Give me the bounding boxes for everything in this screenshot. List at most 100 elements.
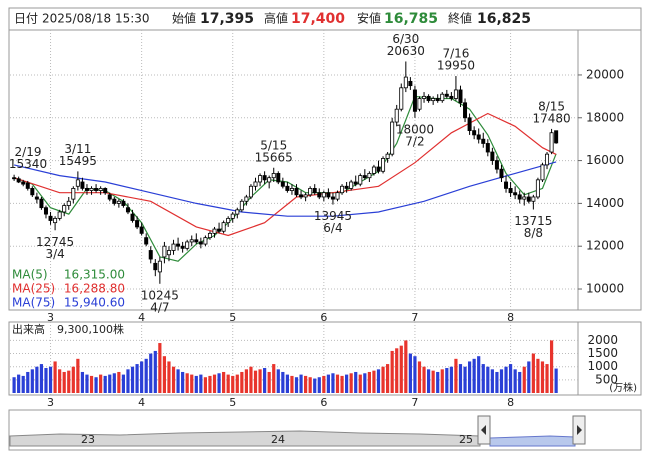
open-value: 17,395 (200, 11, 254, 27)
volume-bar (276, 369, 280, 393)
candle-body (107, 194, 112, 200)
volume-bar (508, 364, 513, 393)
ma-line (13, 112, 557, 237)
annotation-value: 17480 (532, 111, 570, 125)
volume-bar (67, 370, 71, 393)
navigator-area (9, 430, 481, 447)
candle-body (399, 87, 404, 110)
volume-bar (267, 371, 271, 393)
candle-body (540, 164, 545, 181)
candle-body (440, 93, 445, 102)
volume-bar (144, 358, 148, 393)
candle-body (545, 153, 550, 166)
candle-body (435, 98, 440, 102)
volume-bar (317, 377, 321, 393)
volume-bar (522, 366, 526, 393)
x-tick-label: 6 (320, 311, 327, 324)
volume-bar (404, 340, 408, 393)
candle-body (230, 213, 235, 219)
candle-body (153, 262, 158, 271)
volume-bar (426, 369, 431, 393)
volume-bar (76, 358, 80, 393)
annotation-value: 15665 (255, 150, 293, 164)
candle-body (98, 188, 103, 191)
legend-value: 16,315.00 (64, 268, 125, 282)
candle-body (71, 188, 76, 200)
volume-bar (135, 364, 139, 393)
navigator[interactable]: 23 24 25 (8, 409, 642, 451)
x-tick-label: 4 (138, 396, 145, 409)
x-tick-label: 7 (411, 311, 418, 324)
x-tick-label: 6 (320, 396, 327, 409)
volume-bar (158, 343, 162, 393)
candle-body (53, 217, 58, 224)
candle-body (185, 241, 190, 249)
volume-bar (244, 369, 249, 393)
volume-bar (294, 377, 299, 393)
legend-value: 16,288.80 (64, 282, 125, 296)
candle-body (94, 188, 99, 191)
candle-body (84, 188, 89, 191)
volume-bar (39, 364, 44, 393)
annotation-value: 20630 (387, 44, 425, 58)
volume-bar (212, 374, 217, 393)
volume-bar (194, 375, 198, 393)
annotation-date: 3/4 (45, 247, 64, 261)
candle-body (57, 211, 62, 219)
volume-title: 出来高 (12, 322, 45, 336)
volume-bar (381, 366, 385, 393)
volume-bar (463, 366, 467, 393)
volume-bar (536, 358, 540, 393)
annotation-date: 6/4 (323, 221, 342, 235)
legend-name: MA(25) (12, 282, 55, 296)
volume-bar (408, 353, 412, 393)
volume-bar (354, 371, 358, 393)
candle-body (189, 239, 194, 243)
candle-body (508, 188, 513, 194)
volume-bar (304, 375, 308, 393)
volume-bar (53, 361, 57, 393)
candle-body (362, 175, 367, 179)
volume-bar (222, 371, 226, 393)
candle-body (248, 185, 253, 198)
y-tick-label: 12000 (586, 239, 624, 253)
candle-body (403, 76, 408, 89)
volume-bar (162, 356, 167, 393)
y-tick-label: 14000 (586, 196, 624, 210)
candle-body (317, 192, 322, 198)
x-tick-label: 3 (47, 396, 54, 409)
volume-bar (308, 377, 312, 393)
volume-bar (395, 348, 399, 393)
volume-bar (126, 369, 130, 393)
volume-bar (372, 370, 376, 393)
candle-body (385, 153, 390, 159)
annotation-value: 10245 (141, 288, 179, 302)
candle-body (535, 179, 540, 198)
volume-bar (495, 371, 499, 393)
volume-bar (313, 378, 317, 393)
volume-bar (203, 377, 208, 393)
candle-body (294, 188, 299, 196)
candle-body (66, 200, 71, 206)
candle-body (330, 196, 335, 200)
annotation-date: 4/7 (150, 300, 169, 314)
candle-body (121, 200, 126, 206)
annotation-date: 6/30 (392, 32, 419, 46)
volume-bar (71, 366, 75, 393)
volume-bar (231, 375, 235, 393)
volume-bar (253, 370, 258, 393)
candle-body (212, 228, 217, 234)
volume-bar (449, 366, 453, 393)
volume-bar (445, 368, 449, 393)
volume-bar (171, 366, 176, 393)
annotation-date: 5/15 (260, 138, 287, 152)
volume-bar (249, 366, 253, 393)
candle-body (125, 207, 130, 213)
candle-body (554, 130, 559, 144)
volume-bar (399, 345, 403, 393)
datetime: 2025/08/18 15:30 (42, 12, 150, 26)
volume-bar (367, 371, 371, 393)
volume-bar (103, 375, 107, 393)
volume-bar (390, 350, 394, 393)
